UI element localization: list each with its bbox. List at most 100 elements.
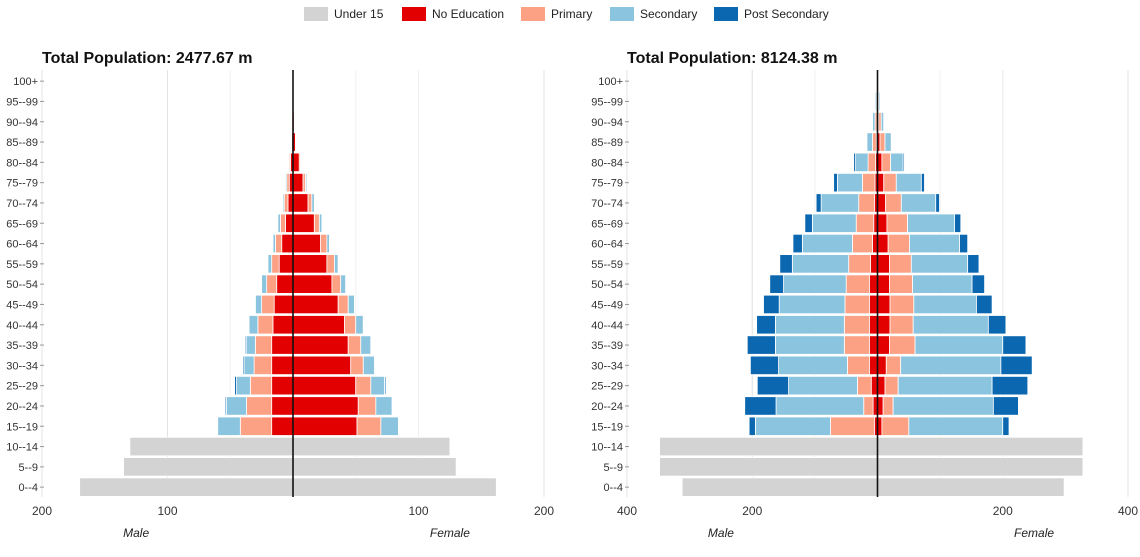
right-x-tick-label: 200 xyxy=(993,504,1013,518)
left-age-label: 5--9 xyxy=(18,462,38,474)
left-bar-male-secondary xyxy=(267,254,273,274)
left-age-label: 60--64 xyxy=(6,239,38,251)
left-bar-female-secondary xyxy=(305,172,308,193)
left-bar-male-no-education xyxy=(278,254,294,274)
right-bar-male-primary xyxy=(844,294,870,315)
left-bar-female-post-secondary xyxy=(391,396,394,416)
right-bar-female-secondary xyxy=(908,416,1004,436)
right-bar-male-post-secondary xyxy=(853,152,856,173)
right-bar-female-post-secondary xyxy=(1000,355,1033,376)
legend-label-primary: Primary xyxy=(551,7,593,21)
right-bar-male-primary xyxy=(847,355,870,376)
legend-swatch-primary xyxy=(521,7,545,21)
right-bar-male-secondary xyxy=(754,416,831,436)
right-bar-female-post-secondary xyxy=(991,375,1029,396)
left-bar-male-post-secondary xyxy=(248,315,250,335)
legend-label-under-15: Under 15 xyxy=(334,7,384,21)
left-bar-female-secondary xyxy=(300,152,302,173)
left-bar-male-secondary xyxy=(217,416,241,436)
right-bar-male-post-secondary xyxy=(779,254,793,274)
right-x-tick-label: 400 xyxy=(1118,504,1138,518)
right-bar-female-secondary xyxy=(900,193,937,213)
right-bar-male-post-secondary xyxy=(746,335,776,355)
left-bar-male-post-secondary xyxy=(216,416,219,436)
right-age-label: 30--34 xyxy=(591,360,623,372)
right-bar-female-secondary xyxy=(907,213,955,233)
legend: Under 15 No Education Primary Secondary … xyxy=(0,4,1140,24)
left-age-label: 25--29 xyxy=(6,381,38,393)
left-bar-female-no-education xyxy=(292,315,345,335)
legend-item-no-education[interactable]: No Education xyxy=(402,4,504,24)
right-bar-male-no-education xyxy=(868,335,878,355)
right-bar-male-secondary xyxy=(783,274,847,294)
right-bar-female-secondary xyxy=(909,233,960,254)
left-age-label: 65--69 xyxy=(6,218,38,230)
right-age-label: 40--44 xyxy=(591,320,623,332)
right-bar-male-post-secondary xyxy=(763,294,780,315)
left-bar-female-secondary xyxy=(340,274,347,294)
left-bar-male-primary xyxy=(266,274,278,294)
left-bar-male-no-education xyxy=(271,355,294,376)
legend-item-post-secondary[interactable]: Post Secondary xyxy=(714,4,829,24)
legend-label-no-education: No Education xyxy=(432,7,505,21)
left-bar-female-no-education xyxy=(292,294,339,315)
left-bar-female-under-15 xyxy=(292,457,457,477)
right-age-label: 50--54 xyxy=(591,279,623,291)
left-bar-male-no-education xyxy=(276,274,294,294)
left-bar-female-secondary xyxy=(355,315,364,335)
left-age-label: 20--24 xyxy=(6,401,38,413)
right-age-label: 45--49 xyxy=(591,299,623,311)
legend-swatch-secondary xyxy=(610,7,634,21)
right-bar-male-post-secondary xyxy=(792,233,803,254)
right-bar-male-post-secondary xyxy=(815,193,822,213)
left-bar-female-secondary xyxy=(362,355,375,376)
legend-swatch-post-secondary xyxy=(714,7,738,21)
left-bar-male-primary xyxy=(253,355,273,376)
left-bar-female-primary xyxy=(357,396,377,416)
right-bar-female-no-education xyxy=(877,254,890,274)
right-age-label: 70--74 xyxy=(591,198,623,210)
left-bar-female-post-secondary xyxy=(370,335,372,355)
left-bar-male-post-secondary xyxy=(242,355,245,376)
left-bar-female-no-education xyxy=(292,213,315,233)
right-bar-male-post-secondary xyxy=(865,132,868,152)
left-bar-female-no-education xyxy=(292,254,328,274)
right-bar-male-secondary xyxy=(801,233,853,254)
right-age-label: 95--99 xyxy=(591,96,623,108)
left-bar-female-no-education xyxy=(292,193,309,213)
right-bar-female-post-secondary xyxy=(959,233,969,254)
left-age-label: 80--84 xyxy=(6,157,38,169)
right-bar-female-primary xyxy=(885,355,902,376)
right-bar-male-secondary xyxy=(778,294,846,315)
right-bar-female-under-15 xyxy=(877,457,1084,477)
right-bar-female-primary xyxy=(887,233,910,254)
legend-item-secondary[interactable]: Secondary xyxy=(610,4,697,24)
left-bar-female-no-education xyxy=(292,335,349,355)
legend-item-under-15[interactable]: Under 15 xyxy=(304,4,383,24)
left-bar-male-post-secondary xyxy=(254,294,256,315)
right-x-tick-label: 200 xyxy=(742,504,762,518)
left-female-label: Female xyxy=(430,526,470,540)
right-bar-female-secondary xyxy=(912,274,973,294)
left-age-label: 100+ xyxy=(13,76,38,88)
legend-item-primary[interactable]: Primary xyxy=(521,4,592,24)
right-bar-male-primary xyxy=(843,315,870,335)
left-bar-male-secondary xyxy=(261,274,268,294)
right-bar-female-no-education xyxy=(877,315,891,335)
right-bar-female-post-secondary xyxy=(992,396,1019,416)
left-bar-male-secondary xyxy=(277,213,281,233)
right-age-label: 35--39 xyxy=(591,340,623,352)
right-bar-female-post-secondary xyxy=(890,132,893,152)
left-bar-female-secondary xyxy=(311,193,315,213)
right-bar-female-no-education xyxy=(877,294,891,315)
left-bar-male-secondary xyxy=(243,355,255,376)
right-bar-male-secondary xyxy=(775,315,845,335)
left-bar-female-no-education xyxy=(292,172,304,193)
right-bar-female-secondary xyxy=(897,375,993,396)
right-bar-female-primary xyxy=(886,213,908,233)
right-bar-male-under-15 xyxy=(681,477,878,497)
right-age-label: 15--19 xyxy=(591,421,623,433)
left-bar-male-no-education xyxy=(271,396,294,416)
left-bar-male-no-education xyxy=(281,233,294,254)
left-male-label: Male xyxy=(123,526,149,540)
